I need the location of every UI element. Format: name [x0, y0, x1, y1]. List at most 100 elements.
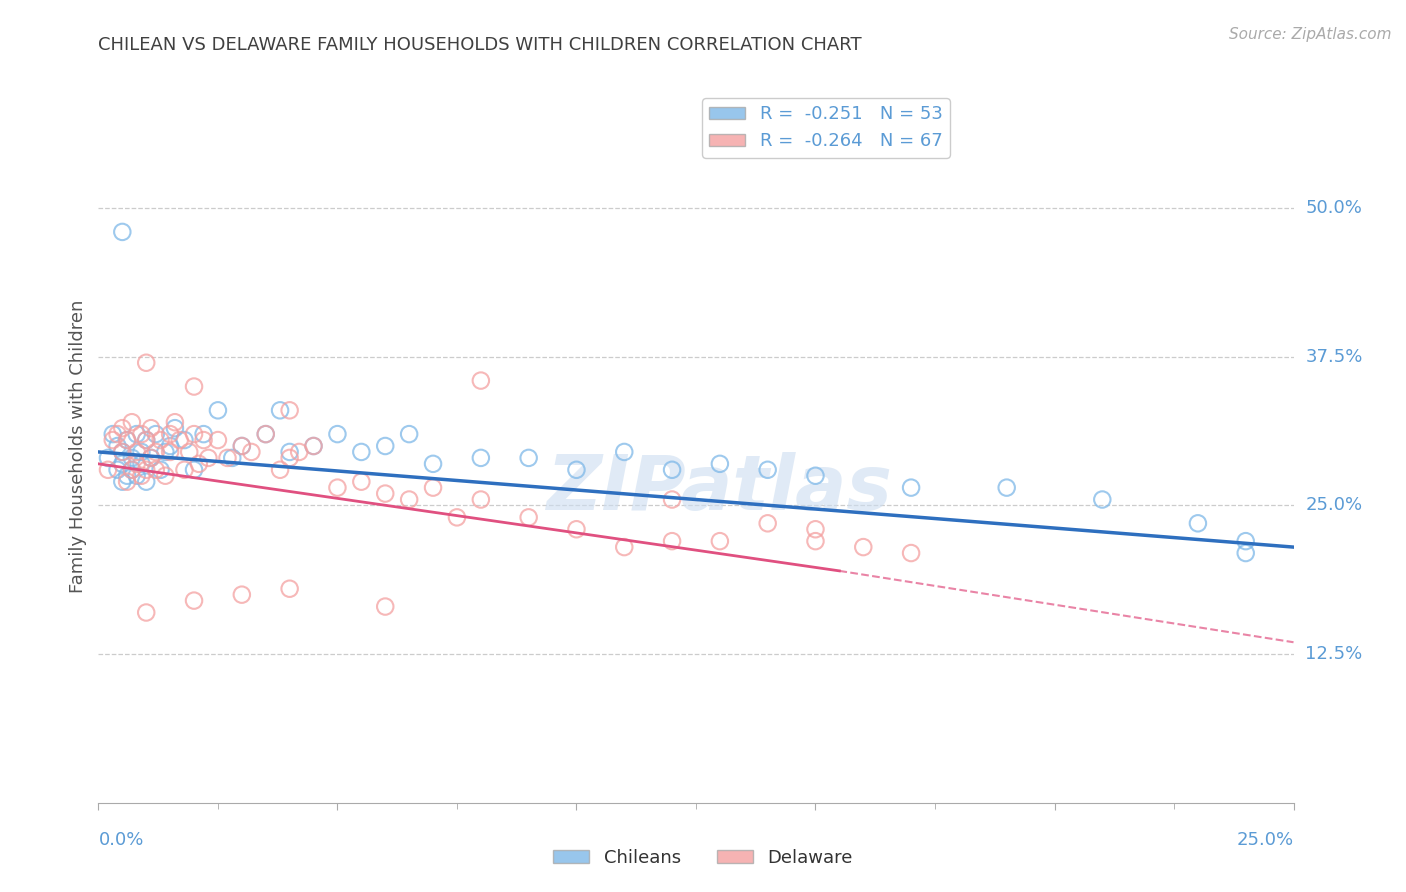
Point — [374, 599, 396, 614]
Point — [193, 427, 215, 442]
Point — [107, 439, 129, 453]
Point — [131, 427, 153, 442]
Point — [101, 433, 124, 447]
Point — [217, 450, 239, 465]
Point — [470, 450, 492, 465]
Point — [97, 450, 120, 465]
Point — [139, 421, 162, 435]
Point — [145, 463, 167, 477]
Point — [155, 445, 177, 459]
Point — [269, 403, 291, 417]
Point — [804, 468, 827, 483]
Point — [422, 481, 444, 495]
Point — [111, 225, 134, 239]
Point — [302, 439, 325, 453]
Point — [183, 427, 205, 442]
Point — [231, 588, 253, 602]
Legend: Chileans, Delaware: Chileans, Delaware — [546, 842, 860, 874]
Point — [995, 481, 1018, 495]
Point — [278, 445, 301, 459]
Point — [207, 433, 229, 447]
Point — [187, 457, 209, 471]
Point — [446, 510, 468, 524]
Point — [159, 439, 181, 453]
Point — [135, 475, 157, 489]
Point — [422, 457, 444, 471]
Point — [193, 433, 215, 447]
Point — [374, 439, 396, 453]
Point — [231, 439, 253, 453]
Point — [111, 421, 134, 435]
Point — [661, 463, 683, 477]
Point — [125, 427, 148, 442]
Point — [131, 445, 153, 459]
Point — [179, 445, 201, 459]
Point — [254, 427, 277, 442]
Point — [135, 606, 157, 620]
Point — [661, 534, 683, 549]
Point — [517, 450, 540, 465]
Point — [1091, 492, 1114, 507]
Point — [135, 433, 157, 447]
Point — [135, 433, 157, 447]
Point — [278, 582, 301, 596]
Point — [131, 457, 153, 471]
Point — [135, 356, 157, 370]
Point — [350, 445, 373, 459]
Point — [231, 439, 253, 453]
Point — [374, 486, 396, 500]
Point — [517, 510, 540, 524]
Point — [756, 516, 779, 531]
Point — [155, 468, 177, 483]
Point — [97, 463, 120, 477]
Point — [111, 457, 134, 471]
Point — [159, 427, 181, 442]
Legend: R =  -0.251   N = 53, R =  -0.264   N = 67: R = -0.251 N = 53, R = -0.264 N = 67 — [702, 98, 950, 158]
Point — [207, 403, 229, 417]
Point — [163, 421, 186, 435]
Point — [470, 374, 492, 388]
Point — [111, 475, 134, 489]
Point — [565, 463, 588, 477]
Point — [121, 450, 143, 465]
Point — [197, 450, 219, 465]
Point — [709, 534, 731, 549]
Point — [852, 540, 875, 554]
Point — [121, 463, 143, 477]
Point — [135, 463, 157, 477]
Point — [145, 445, 167, 459]
Point — [121, 415, 143, 429]
Point — [613, 445, 636, 459]
Point — [1234, 546, 1257, 560]
Point — [169, 433, 191, 447]
Point — [302, 439, 325, 453]
Point — [1234, 534, 1257, 549]
Point — [278, 403, 301, 417]
Point — [661, 492, 683, 507]
Point — [107, 427, 129, 442]
Point — [350, 475, 373, 489]
Text: CHILEAN VS DELAWARE FAMILY HOUSEHOLDS WITH CHILDREN CORRELATION CHART: CHILEAN VS DELAWARE FAMILY HOUSEHOLDS WI… — [98, 36, 862, 54]
Point — [107, 463, 129, 477]
Point — [288, 445, 311, 459]
Point — [398, 427, 420, 442]
Text: 25.0%: 25.0% — [1236, 831, 1294, 849]
Text: 12.5%: 12.5% — [1305, 645, 1362, 663]
Text: 50.0%: 50.0% — [1305, 199, 1362, 217]
Point — [326, 481, 349, 495]
Point — [900, 546, 922, 560]
Point — [183, 463, 205, 477]
Text: Source: ZipAtlas.com: Source: ZipAtlas.com — [1229, 27, 1392, 42]
Point — [111, 445, 134, 459]
Text: ZIPatlas: ZIPatlas — [547, 452, 893, 525]
Point — [115, 433, 138, 447]
Point — [804, 522, 827, 536]
Point — [139, 450, 162, 465]
Point — [240, 445, 263, 459]
Point — [269, 463, 291, 477]
Point — [163, 415, 186, 429]
Point — [1187, 516, 1209, 531]
Point — [173, 433, 195, 447]
Text: 0.0%: 0.0% — [98, 831, 143, 849]
Point — [183, 379, 205, 393]
